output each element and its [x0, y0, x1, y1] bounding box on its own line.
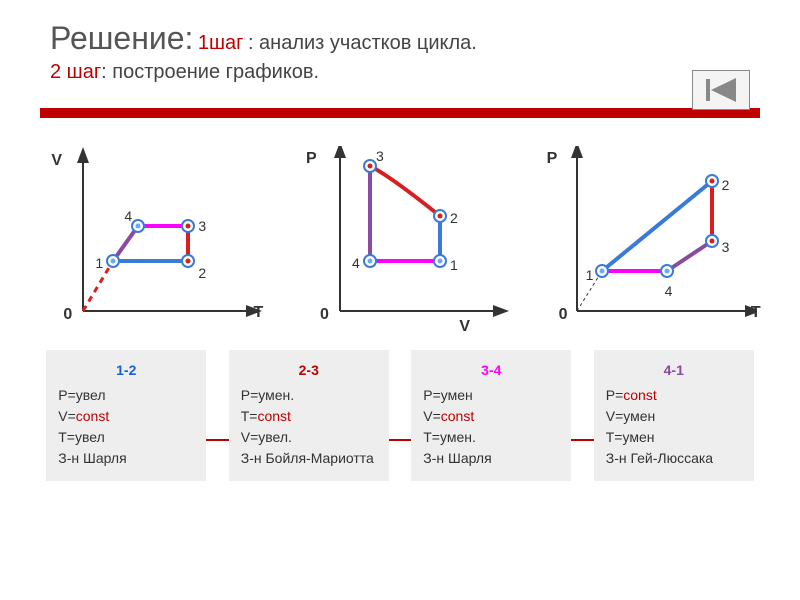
info-box-line: З-н Шарля [58, 448, 194, 469]
point-label-chart3-2: 2 [722, 177, 730, 193]
info-box-line: P=const [606, 385, 742, 406]
red-bar [40, 108, 760, 118]
info-box-2: 2-3 P=умен.T=constV=увел.З-н Бойля-Мариот… [229, 350, 389, 481]
point-label-chart3-1: 1 [586, 267, 594, 283]
info-box-title: 1-2 [58, 360, 194, 381]
step2: 2 шаг: построение графиков. [50, 61, 750, 84]
info-box-line: V=увел. [241, 427, 377, 448]
info-box-title: 2-3 [241, 360, 377, 381]
info-box-line: V=умен [606, 406, 742, 427]
chart2-ylabel: P [306, 150, 317, 168]
boxes-row: 1-2P=увелV=constT=увелЗ-н Шарля2-3P=умен… [0, 350, 800, 481]
chart1-ylabel: V [51, 152, 62, 170]
back-button[interactable] [692, 70, 750, 110]
info-box-line: T=умен. [423, 427, 559, 448]
chart3-origin: 0 [559, 306, 568, 324]
title-area: Решение: 1шаг : анализ участков цикла. 2… [0, 0, 800, 94]
info-box-line: З-н Бойля-Мариотта [241, 448, 377, 469]
info-box-4: 4-1 P=constV=уменT=уменЗ-н Гей-Люссака [594, 350, 754, 481]
info-box-title: 3-4 [423, 360, 559, 381]
info-box-line: V=const [58, 406, 194, 427]
point-label-chart2-4: 4 [352, 255, 360, 271]
point-label-chart3-3: 3 [722, 239, 730, 255]
chart1-xlabel: T [254, 304, 264, 322]
title-main: Решение: [50, 20, 193, 56]
point-label-chart2-1: 1 [450, 257, 458, 273]
point-label-chart3-4: 4 [665, 283, 673, 299]
charts-row: V T 0 1 2 3 4 P V 0 1 2 3 4 [0, 146, 800, 336]
info-box-line: З-н Гей-Люссака [606, 448, 742, 469]
chart-pt: P T 0 1234 [537, 146, 757, 336]
chart1-origin: 0 [63, 306, 72, 324]
info-box-3: 3-4 P=уменV=constT=умен.З-н Шарля [411, 350, 571, 481]
chart-pv: P V 0 1 2 3 4 [290, 146, 510, 336]
point-label-chart2-2: 2 [450, 210, 458, 226]
chart-vt: V T 0 1 2 3 4 [43, 146, 263, 336]
step1-label: 1шаг [198, 32, 244, 54]
info-box-line: P=увел [58, 385, 194, 406]
chart3-xlabel: T [751, 304, 761, 322]
point-label-chart1-2: 2 [198, 265, 206, 281]
step1-rest: : анализ участков цикла. [248, 32, 477, 54]
info-box-1: 1-2 P=увелV=constT=увелЗ-н Шарля [46, 350, 206, 481]
info-box-line: P=умен. [241, 385, 377, 406]
info-box-title: 4-1 [606, 360, 742, 381]
info-box-line: T=const [241, 406, 377, 427]
chart2-origin: 0 [320, 306, 329, 324]
point-label-chart1-3: 3 [198, 218, 206, 234]
chart-vt-svg [43, 146, 263, 336]
point-label-chart2-3: 3 [376, 148, 384, 164]
chart3-ylabel: P [547, 150, 558, 168]
point-label-chart1-1: 1 [95, 255, 103, 271]
back-start-icon [696, 75, 746, 105]
step2-num: 2 шаг [50, 61, 101, 83]
info-box-line: P=умен [423, 385, 559, 406]
point-label-chart1-4: 4 [124, 208, 132, 224]
info-box-line: T=умен [606, 427, 742, 448]
chart2-xlabel: V [459, 318, 470, 336]
info-box-line: T=увел [58, 427, 194, 448]
info-box-line: V=const [423, 406, 559, 427]
step2-rest: : построение графиков. [101, 61, 319, 83]
info-box-line: З-н Шарля [423, 448, 559, 469]
